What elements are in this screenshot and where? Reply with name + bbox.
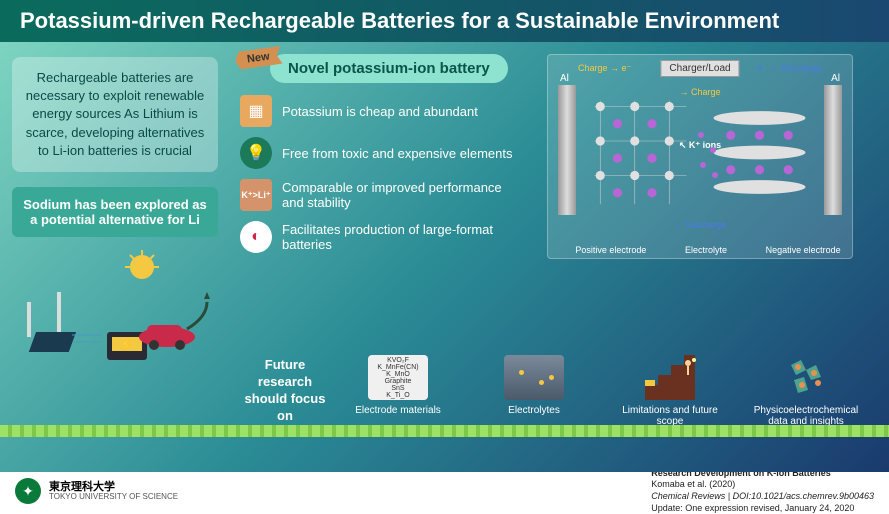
university-jp: 東京理科大学 (49, 481, 178, 493)
feature-text: Free from toxic and expensive elements (282, 146, 513, 161)
future-item-label: Physicoelectrochemical data and insights (754, 405, 859, 427)
header-bar: Potassium-driven Rechargeable Batteries … (0, 0, 889, 42)
diagram-bottom-labels: Positive electrode Electrolyte Negative … (556, 245, 860, 255)
left-electrode (558, 85, 576, 215)
feature-text: Comparable or improved performance and s… (282, 180, 525, 210)
nontoxic-icon: 💡 (240, 137, 272, 169)
grass-decoration (0, 425, 889, 437)
future-item-data: Physicoelectrochemical data and insights (751, 355, 861, 427)
sodium-callout: Sodium has been explored as a potential … (12, 187, 218, 237)
main-title: Potassium-driven Rechargeable Batteries … (20, 8, 869, 34)
abundance-icon: ▦ (240, 95, 272, 127)
university-name: 東京理科大学 TOKYO UNIVERSITY OF SCIENCE (49, 481, 178, 502)
university-logo: ✦ 東京理科大学 TOKYO UNIVERSITY OF SCIENCE (15, 478, 178, 504)
future-items: KVO₂FK_MnFe(CN)K_MnOGraphiteSnSK_Ti_O El… (330, 355, 874, 427)
new-ribbon: New (234, 46, 283, 70)
novel-battery-header: New Novel potassium-ion battery (270, 54, 508, 83)
footer-bar: ✦ 東京理科大学 TOKYO UNIVERSITY OF SCIENCE Res… (0, 472, 889, 510)
svg-text:⚡: ⚡ (121, 338, 133, 351)
future-item-electrodes: KVO₂FK_MnFe(CN)K_MnOGraphiteSnSK_Ti_O El… (343, 355, 453, 427)
pos-electrode-label: Positive electrode (575, 245, 646, 255)
charge-label-top: Charge → e⁻ (578, 63, 631, 74)
stairs-icon (640, 355, 700, 400)
novel-title: Novel potassium-ion battery (288, 60, 490, 77)
feature-item: 💡 Free from toxic and expensive elements (240, 137, 525, 169)
future-label: Future research should focus on (240, 357, 330, 425)
al-right: Al (831, 73, 840, 84)
performance-icon: K⁺>Li⁺ (240, 179, 272, 211)
content-area: Rechargeable batteries are necessary to … (0, 42, 889, 472)
intro-text-box: Rechargeable batteries are necessary to … (12, 57, 218, 172)
future-item-label: Electrolytes (508, 405, 560, 416)
neg-electrode-label: Negative electrode (766, 245, 841, 255)
tank-icon (504, 355, 564, 400)
gauge-icon: ◐ (240, 221, 272, 253)
feature-text: Facilitates production of large-format b… (282, 222, 525, 252)
clipboard-icon: KVO₂FK_MnFe(CN)K_MnOGraphiteSnSK_Ti_O (368, 355, 428, 400)
citation-journal: Chemical Reviews | DOI:10.1021/acs.chemr… (651, 491, 874, 503)
electrolyte-label: Electrolyte (685, 245, 727, 255)
future-item-electrolytes: Electrolytes (479, 355, 589, 427)
al-left: Al (560, 73, 569, 84)
feature-item: K⁺>Li⁺ Comparable or improved performanc… (240, 179, 525, 211)
feature-item: ◐ Facilitates production of large-format… (240, 221, 525, 253)
future-item-limitations: Limitations and future scope (615, 355, 725, 427)
citation-authors: Komaba et al. (2020) (651, 479, 874, 491)
feature-text: Potassium is cheap and abundant (282, 104, 478, 119)
citation-update: Update: One expression revised, January … (651, 503, 874, 514)
charger-load-label: Charger/Load (660, 60, 739, 77)
electrolyte-ions (693, 125, 723, 185)
features-list: ▦ Potassium is cheap and abundant 💡 Free… (240, 95, 525, 253)
crystal-icon (776, 355, 836, 400)
positive-electrode-lattice (583, 95, 698, 210)
feature-item: ▦ Potassium is cheap and abundant (240, 95, 525, 127)
left-panel: Rechargeable batteries are necessary to … (0, 42, 230, 472)
right-electrode (824, 85, 842, 215)
battery-diagram: Charger/Load Charge → e⁻ e⁻ ← Discharge … (547, 54, 853, 259)
future-item-label: Electrode materials (355, 405, 441, 416)
future-research-section: Future research should focus on KVO₂FK_M… (240, 355, 874, 427)
university-en: TOKYO UNIVERSITY OF SCIENCE (49, 493, 178, 502)
discharge-arrow-mid: ← Discharge (674, 220, 726, 230)
future-item-label: Limitations and future scope (622, 405, 718, 427)
university-seal-icon: ✦ (15, 478, 41, 504)
discharge-label-top: e⁻ ← Discharge (758, 63, 822, 74)
citation-block: Research Development on K-ion Batteries … (651, 468, 874, 514)
